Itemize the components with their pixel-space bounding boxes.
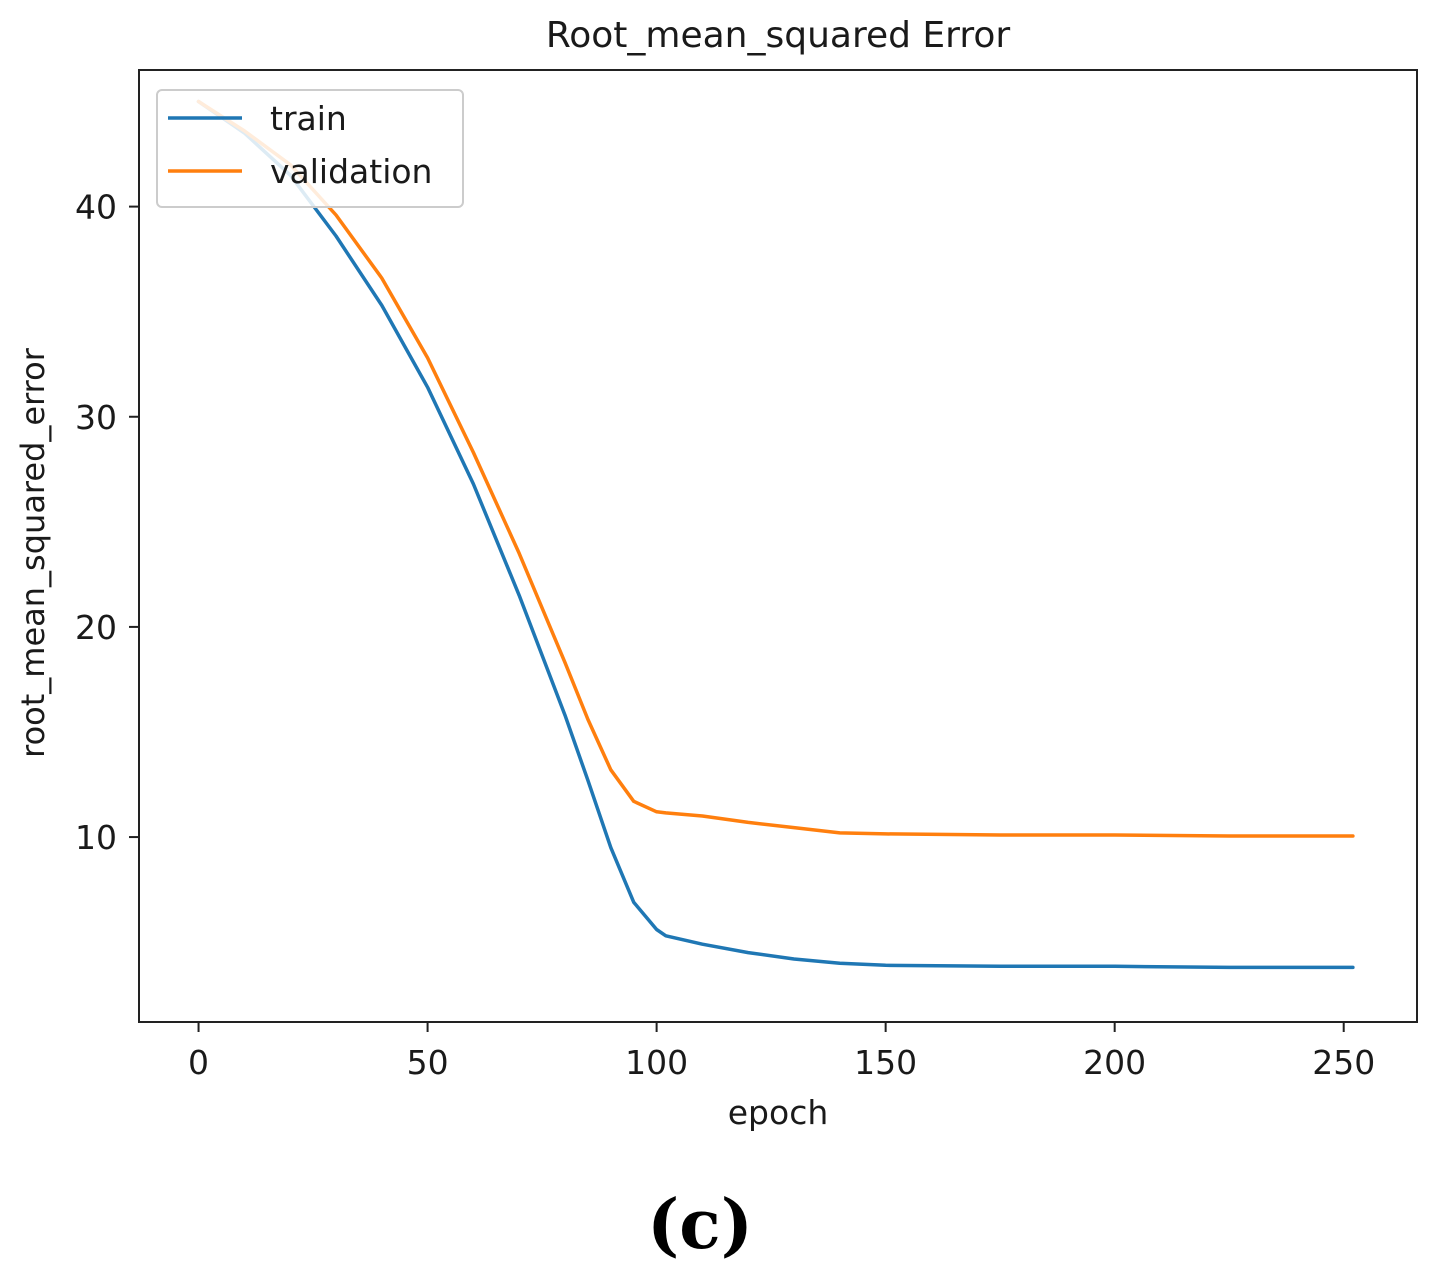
x-axis-label: epoch [728, 1093, 829, 1132]
x-tick-label: 150 [854, 1043, 917, 1082]
y-axis-label: root_mean_squared_error [14, 347, 52, 758]
x-tick-label: 50 [407, 1043, 449, 1082]
legend-label-validation: validation [270, 152, 432, 191]
panel-label: (c) [647, 1185, 753, 1265]
y-tick-label: 10 [75, 818, 117, 857]
x-axis-ticks: 0 50 100 150 200 250 [188, 1022, 1375, 1082]
chart-title: Root_mean_squared Error [546, 15, 1011, 56]
plot-area [196, 99, 1355, 970]
series-line-train [196, 99, 1355, 970]
y-tick-label: 30 [75, 398, 117, 437]
y-tick-label: 20 [75, 608, 117, 647]
series-line-validation [196, 99, 1355, 838]
legend: train validation [156, 89, 464, 208]
x-tick-label: 100 [625, 1043, 688, 1082]
x-tick-label: 250 [1312, 1043, 1375, 1082]
legend-label-train: train [270, 99, 347, 138]
x-tick-label: 0 [188, 1043, 209, 1082]
plot-frame [138, 69, 1418, 1023]
y-axis-ticks: 10 20 30 40 [75, 188, 139, 857]
y-tick-label: 40 [75, 188, 117, 227]
x-tick-label: 200 [1083, 1043, 1146, 1082]
